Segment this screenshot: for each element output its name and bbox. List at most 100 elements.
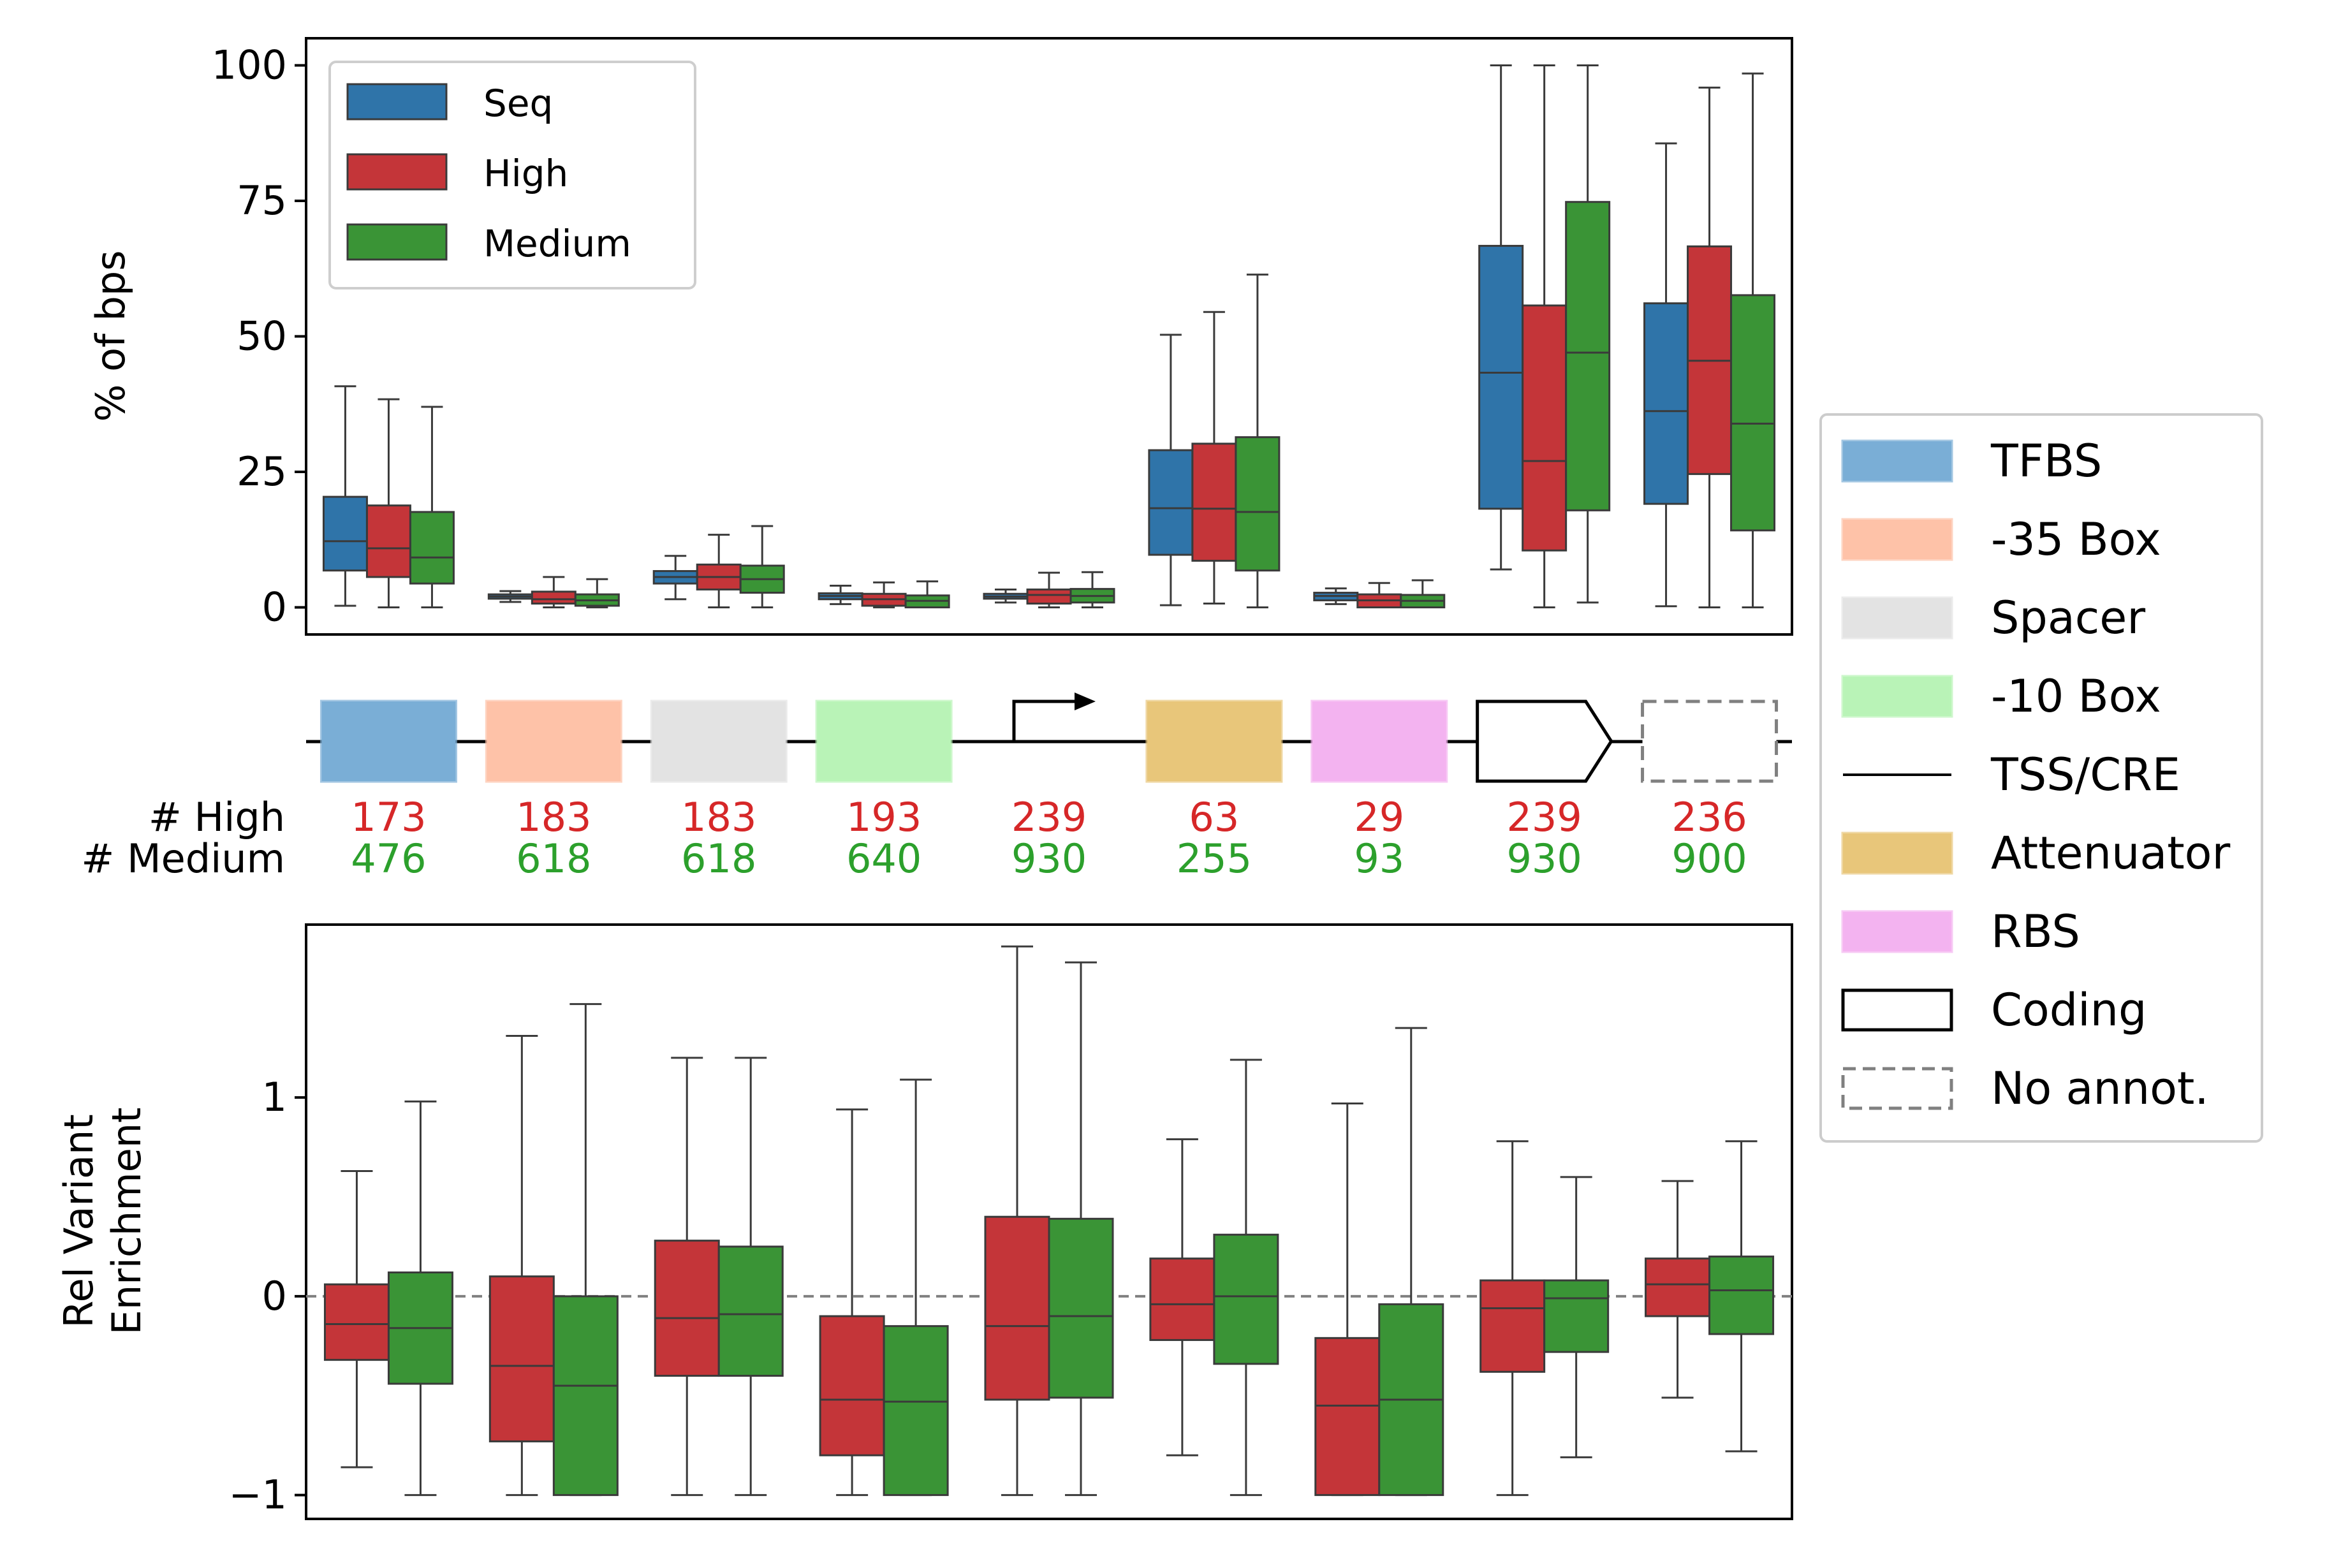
track-no-annot-box <box>1641 700 1779 783</box>
count-medium-no-annot: 900 <box>1671 835 1747 882</box>
bottom-iqr-high-10-box <box>819 1315 885 1456</box>
top-ytick-label-0: 0 <box>262 584 287 631</box>
legend-swatch-seq <box>346 83 448 121</box>
top-iqr-high-attenuator <box>1191 443 1237 562</box>
bottom-box-high-rbs <box>1314 1103 1381 1497</box>
bottom-box-high-coding <box>1479 1140 1546 1497</box>
bottom-iqr-high-no-annot <box>1645 1257 1711 1317</box>
bottom-ytick-label-0: 0 <box>262 1273 287 1319</box>
top-box-medium-35-box <box>574 578 620 608</box>
bottom-box-medium-35-box <box>552 1003 619 1497</box>
top-ytick-label-50: 50 <box>237 313 287 360</box>
bottom-iqr-high-tfbs <box>323 1283 390 1361</box>
feature-legend-rbs-swatch <box>1841 910 1953 953</box>
count-high-coding: 239 <box>1506 794 1582 840</box>
count-high-spacer: 183 <box>681 794 756 840</box>
bottom-iqr-medium-no-annot <box>1708 1256 1775 1335</box>
count-medium-spacer: 618 <box>681 835 756 882</box>
track-rbs-box <box>1310 700 1448 783</box>
feature-legend-coding-swatch <box>1841 988 1953 1032</box>
feature-legend-tfbs-label: TFBS <box>1990 435 2102 487</box>
count-row-label-high: # High <box>149 794 285 840</box>
top-y-axis-label: % of bps <box>87 250 134 421</box>
bottom-box-high-tfbs <box>323 1170 390 1469</box>
bottom-box-medium-attenuator <box>1213 1059 1279 1497</box>
top-iqr-seq-tfbs <box>322 495 368 572</box>
feature-legend-no-annot-swatch <box>1841 1067 1953 1110</box>
track-tss-cre-arrow-icon <box>1012 700 1075 742</box>
legend-label-medium: Medium <box>483 222 631 265</box>
bottom-iqr-high-attenuator <box>1149 1257 1215 1341</box>
top-box-series <box>322 64 1776 609</box>
bottom-iqr-high-35-box <box>488 1275 555 1442</box>
top-iqr-seq-attenuator <box>1148 449 1194 556</box>
top-iqr-high-35-box <box>531 590 576 605</box>
feature-legend-10-box-label: -10 Box <box>1991 670 2161 722</box>
bottom-box-high-spacer <box>654 1057 720 1497</box>
top-legend: Seq High Medium <box>328 61 696 289</box>
bottom-box-high-attenuator <box>1149 1138 1215 1456</box>
bottom-iqr-high-coding <box>1479 1279 1546 1373</box>
count-medium-tss-cre: 930 <box>1011 835 1087 882</box>
bottom-box-medium-spacer <box>717 1057 784 1497</box>
top-box-high-tss-cre <box>1026 571 1072 608</box>
top-box-seq-no-annot <box>1643 142 1689 608</box>
top-y-axis: 0 25 50 75 100 <box>212 42 306 631</box>
count-medium-coding: 930 <box>1506 835 1582 882</box>
track-10-box-box <box>815 700 953 783</box>
bottom-iqr-high-tss-cre <box>984 1215 1050 1401</box>
top-ytick-label-75: 75 <box>237 177 287 224</box>
annotation-track <box>306 692 1792 783</box>
top-box-seq-attenuator <box>1148 333 1194 606</box>
bottom-iqr-medium-coding <box>1543 1279 1610 1353</box>
track-tfbs-box <box>319 700 457 783</box>
track-coding-gene-shape <box>1476 700 1613 783</box>
count-medium-attenuator: 255 <box>1177 835 1252 882</box>
feature-legend-spacer-swatch <box>1841 596 1953 640</box>
bottom-y-axis-label-line2: Enrichment <box>103 1108 150 1335</box>
bottom-box-medium-rbs <box>1378 1027 1444 1497</box>
top-iqr-seq-coding <box>1478 245 1524 510</box>
count-high-35-box: 183 <box>516 794 591 840</box>
bottom-iqr-medium-attenuator <box>1213 1233 1279 1365</box>
count-row-label-medium: # Medium <box>81 835 285 882</box>
top-iqr-medium-no-annot <box>1730 294 1776 532</box>
top-iqr-high-tfbs <box>365 504 411 578</box>
feature-legend: TFBS -35 Box Spacer -10 Box TSS/CRE Attenuato… <box>1819 413 2263 1143</box>
track-attenuator-box <box>1145 700 1283 783</box>
top-box-medium-no-annot <box>1730 72 1776 608</box>
top-box-seq-tfbs <box>322 385 368 607</box>
bottom-iqr-medium-10-box <box>883 1325 949 1497</box>
bottom-iqr-high-spacer <box>654 1240 720 1377</box>
count-high-no-annot: 236 <box>1671 794 1747 840</box>
top-box-medium-tfbs <box>409 406 455 608</box>
bottom-iqr-high-rbs <box>1314 1337 1381 1497</box>
bottom-y-axis: −1 0 1 <box>229 1074 306 1518</box>
bottom-box-high-tss-cre <box>984 945 1050 1497</box>
top-box-medium-attenuator <box>1235 274 1281 608</box>
feature-legend-attenuator-swatch <box>1841 832 1953 875</box>
feature-legend-tss-cre-label: TSS/CRE <box>1990 749 2180 801</box>
feature-legend-35-box-label: -35 Box <box>1991 513 2161 566</box>
feature-legend-coding-label: Coding <box>1991 984 2147 1036</box>
feature-legend-frame <box>1819 413 2263 1143</box>
top-box-high-no-annot <box>1687 86 1733 608</box>
bottom-box-medium-coding <box>1543 1176 1610 1458</box>
legend-swatch-high <box>346 153 448 191</box>
legend-label-seq: Seq <box>483 82 553 125</box>
bottom-ytick-label-1: 1 <box>262 1074 287 1120</box>
feature-legend-spacer-label: Spacer <box>1991 592 2145 644</box>
bottom-box-medium-tfbs <box>387 1100 453 1497</box>
bottom-ytick-label-minus-1: −1 <box>229 1472 287 1518</box>
top-iqr-medium-coding <box>1565 201 1611 511</box>
count-medium-10-box: 640 <box>846 835 921 882</box>
feature-legend-no-annot-label: No annot. <box>1991 1062 2209 1115</box>
count-medium-rbs: 93 <box>1354 835 1404 882</box>
count-rows: # High # Medium 173 183 183 193 239 63 29 239 23… <box>81 794 1747 882</box>
count-medium-tfbs: 476 <box>351 835 426 882</box>
top-box-medium-spacer <box>739 525 785 608</box>
bottom-iqr-medium-spacer <box>717 1245 784 1377</box>
top-box-high-35-box <box>531 576 576 608</box>
legend-swatch-medium <box>346 223 448 261</box>
